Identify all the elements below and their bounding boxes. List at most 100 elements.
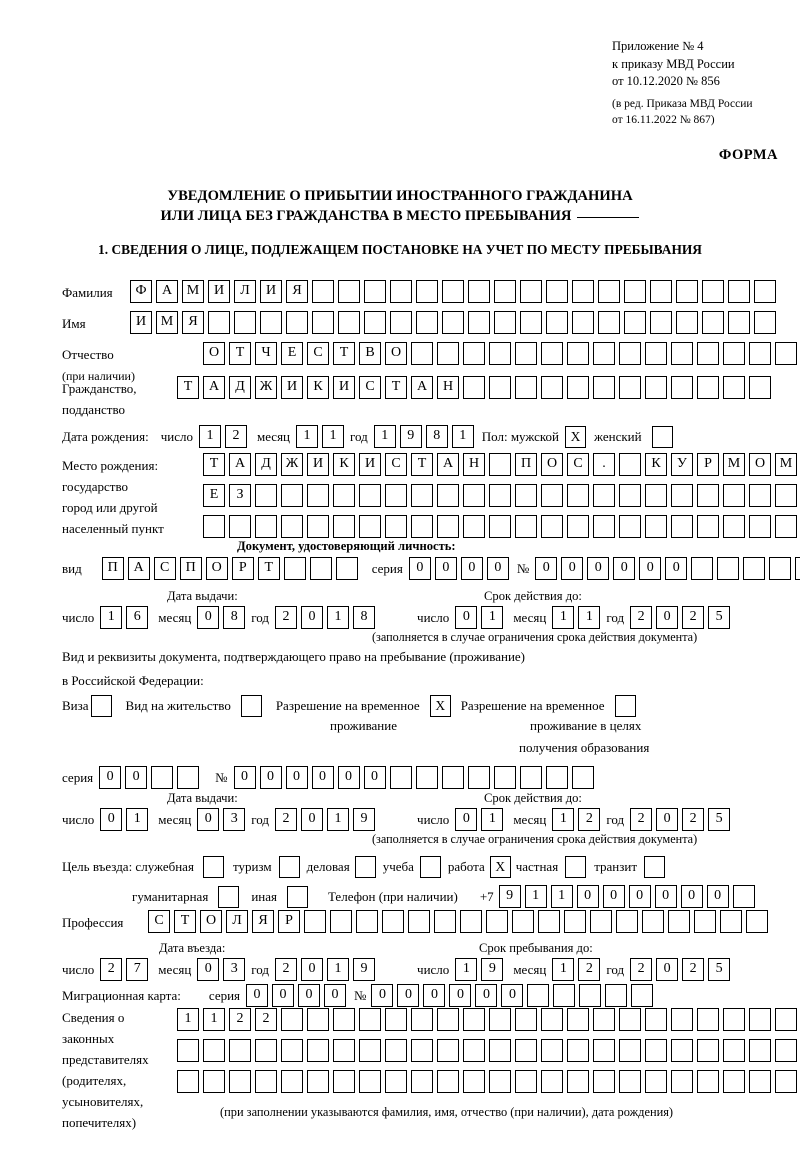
char-box[interactable]: 0 <box>408 557 431 580</box>
char-box[interactable] <box>645 515 667 538</box>
char-box[interactable] <box>598 311 620 334</box>
char-box[interactable]: 3 <box>223 808 246 831</box>
char-box[interactable]: 0 <box>233 766 256 789</box>
char-box[interactable]: 2 <box>630 958 653 981</box>
char-box[interactable] <box>208 311 230 334</box>
char-box[interactable]: О <box>749 453 771 476</box>
char-box[interactable] <box>567 484 589 507</box>
char-box[interactable]: 0 <box>561 557 584 580</box>
char-box[interactable]: 2 <box>100 958 123 981</box>
char-box[interactable] <box>723 515 745 538</box>
char-box[interactable]: О <box>385 342 407 365</box>
char-box[interactable]: Я <box>252 910 274 933</box>
char-box[interactable] <box>593 515 615 538</box>
char-box[interactable] <box>229 515 251 538</box>
char-box[interactable] <box>728 311 750 334</box>
char-box[interactable] <box>567 342 589 365</box>
char-box[interactable] <box>769 557 792 580</box>
char-box[interactable]: С <box>148 910 170 933</box>
char-box[interactable] <box>385 515 407 538</box>
char-box[interactable] <box>151 766 174 789</box>
char-box[interactable]: 0 <box>246 984 269 1007</box>
char-box[interactable] <box>749 515 771 538</box>
checkbox-purpose-transit[interactable] <box>644 856 666 878</box>
char-box[interactable] <box>460 910 482 933</box>
char-box[interactable] <box>775 515 797 538</box>
char-box[interactable] <box>671 376 693 399</box>
char-box[interactable] <box>619 453 641 476</box>
checkbox-male[interactable]: X <box>565 425 587 448</box>
char-box[interactable]: Р <box>697 453 719 476</box>
char-box[interactable] <box>743 557 766 580</box>
char-box[interactable] <box>593 1039 615 1062</box>
char-box[interactable]: 0 <box>363 766 386 789</box>
char-box[interactable] <box>312 311 334 334</box>
char-box[interactable]: 0 <box>324 984 347 1007</box>
char-box[interactable]: С <box>153 557 176 580</box>
char-box[interactable] <box>359 1008 381 1031</box>
char-box[interactable] <box>385 484 407 507</box>
char-box[interactable]: 9 <box>498 885 521 908</box>
char-box[interactable]: У <box>671 453 693 476</box>
char-box[interactable] <box>541 515 563 538</box>
char-box[interactable] <box>619 376 641 399</box>
char-box[interactable] <box>390 280 412 303</box>
char-box[interactable]: 0 <box>423 984 446 1007</box>
char-box[interactable] <box>463 1008 485 1031</box>
char-box[interactable]: А <box>127 557 150 580</box>
char-box[interactable] <box>619 1039 641 1062</box>
char-box[interactable] <box>229 1070 251 1093</box>
char-box[interactable]: Р <box>231 557 254 580</box>
char-box[interactable] <box>723 376 745 399</box>
char-box[interactable] <box>697 1008 719 1031</box>
char-box[interactable]: И <box>281 376 303 399</box>
char-box[interactable] <box>593 342 615 365</box>
char-box[interactable] <box>624 280 646 303</box>
checkbox-residence-permit[interactable] <box>240 695 262 717</box>
char-box[interactable] <box>411 515 433 538</box>
char-box[interactable]: М <box>156 311 178 334</box>
char-box[interactable] <box>333 515 355 538</box>
char-box[interactable]: 9 <box>481 958 504 981</box>
char-box[interactable] <box>671 1070 693 1093</box>
char-box[interactable] <box>567 1008 589 1031</box>
char-box[interactable] <box>541 342 563 365</box>
char-box[interactable]: 2 <box>275 606 298 629</box>
char-box[interactable]: 0 <box>665 557 688 580</box>
char-box[interactable] <box>177 1039 199 1062</box>
char-box[interactable] <box>676 311 698 334</box>
char-box[interactable]: Т <box>411 453 433 476</box>
char-box[interactable]: 0 <box>706 885 729 908</box>
char-box[interactable]: Е <box>203 484 225 507</box>
char-box[interactable]: Л <box>226 910 248 933</box>
checkbox-visa[interactable] <box>90 695 112 717</box>
char-box[interactable]: 0 <box>449 984 472 1007</box>
char-box[interactable]: Т <box>229 342 251 365</box>
char-box[interactable]: О <box>203 342 225 365</box>
char-box[interactable] <box>728 280 750 303</box>
char-box[interactable]: 1 <box>552 958 575 981</box>
char-box[interactable]: 5 <box>708 606 731 629</box>
birth-place-row-3-boxes[interactable] <box>203 515 800 538</box>
checkbox-purpose-work[interactable]: X <box>489 856 511 878</box>
char-box[interactable]: 2 <box>578 808 601 831</box>
char-box[interactable] <box>434 910 456 933</box>
char-box[interactable] <box>333 1008 355 1031</box>
char-box[interactable] <box>312 280 334 303</box>
checkbox-female[interactable] <box>651 425 673 448</box>
char-box[interactable] <box>493 766 516 789</box>
char-box[interactable] <box>775 342 797 365</box>
char-box[interactable] <box>697 376 719 399</box>
char-box[interactable] <box>541 484 563 507</box>
char-box[interactable] <box>442 280 464 303</box>
char-box[interactable]: Ч <box>255 342 277 365</box>
